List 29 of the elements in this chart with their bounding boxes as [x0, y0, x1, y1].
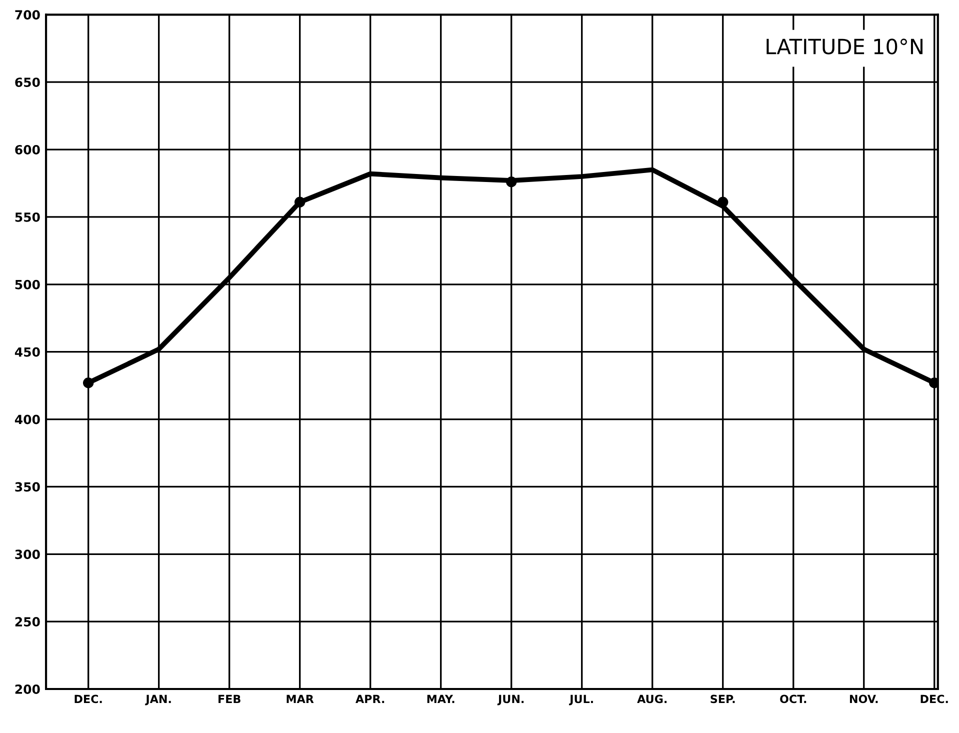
x-tick-label: JUL.: [569, 694, 593, 706]
y-tick-label: 350: [15, 482, 40, 492]
y-tick-label: 250: [15, 617, 40, 627]
y-tick-label: 300: [15, 550, 40, 560]
point: [82, 378, 94, 388]
point: [506, 176, 517, 188]
x-tick-label: NOV.: [850, 694, 878, 704]
y-tick-label: 550: [15, 212, 40, 222]
y-tick-label: 500: [15, 280, 40, 290]
x-tick-label: FEB: [218, 694, 240, 704]
point: [294, 196, 306, 208]
x-tick-label: DEC.: [74, 694, 102, 704]
y-tick-label: 450: [14, 347, 40, 357]
x-tick-label: DEC.: [920, 694, 948, 704]
x-tick-label: SEP.: [710, 694, 735, 704]
y-tick-label: 400: [14, 414, 40, 424]
x-tick-label: JAN.: [145, 694, 171, 706]
x-tick-label: APR.: [356, 694, 384, 704]
annotation: LATITUDE 10°N: [766, 38, 922, 54]
x-tick-label: OCT.: [780, 694, 806, 704]
x-tick-label: AUG.: [637, 694, 667, 704]
y-tick-label: 650: [15, 78, 40, 88]
x-tick-label: JUN.: [497, 694, 524, 706]
x-tick-label: MAR: [286, 694, 314, 704]
y-tick-label: 700: [15, 10, 40, 20]
point: [718, 196, 728, 208]
x-tick-label: MAY.: [427, 694, 454, 704]
y-tick-label: 600: [15, 145, 40, 154]
y-tick-label: 200: [15, 684, 40, 694]
